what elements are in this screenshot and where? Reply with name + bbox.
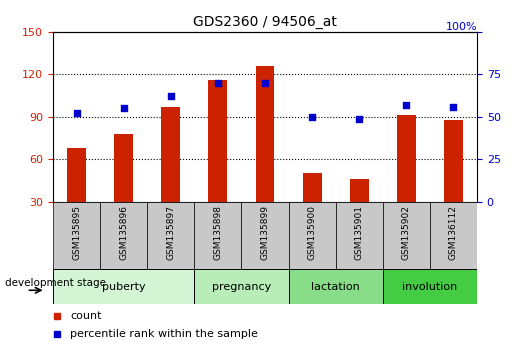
Point	[119, 105, 128, 111]
Point	[402, 102, 411, 108]
Text: GSM135901: GSM135901	[355, 205, 364, 260]
Bar	[67, 148, 86, 202]
Text: pregnancy: pregnancy	[212, 282, 271, 292]
Text: GSM135900: GSM135900	[307, 205, 316, 260]
Text: GSM136112: GSM136112	[449, 205, 458, 260]
Bar	[383, 269, 477, 304]
Text: percentile rank within the sample: percentile rank within the sample	[70, 329, 258, 339]
Text: GSM135896: GSM135896	[119, 205, 128, 260]
Bar	[53, 269, 195, 304]
Bar	[397, 115, 416, 202]
Bar	[288, 202, 335, 269]
Bar	[335, 202, 383, 269]
Bar	[383, 202, 430, 269]
Point	[261, 80, 269, 86]
Bar	[195, 269, 288, 304]
Bar	[288, 269, 383, 304]
Bar	[195, 202, 242, 269]
Bar	[53, 202, 100, 269]
Text: GSM135898: GSM135898	[214, 205, 223, 260]
Bar	[350, 179, 369, 202]
Text: puberty: puberty	[102, 282, 145, 292]
Text: GSM135899: GSM135899	[261, 205, 269, 260]
Bar	[303, 173, 322, 202]
Text: GSM135897: GSM135897	[166, 205, 175, 260]
Text: involution: involution	[402, 282, 457, 292]
Text: lactation: lactation	[311, 282, 360, 292]
Bar	[100, 202, 147, 269]
Bar	[208, 80, 227, 202]
Bar	[114, 134, 133, 202]
Bar	[161, 107, 180, 202]
Bar	[444, 120, 463, 202]
Point	[214, 80, 222, 86]
Point	[166, 93, 175, 99]
Text: development stage: development stage	[5, 278, 107, 288]
Point	[72, 110, 81, 116]
Point	[308, 114, 316, 120]
Text: GSM135902: GSM135902	[402, 205, 411, 260]
Point	[355, 116, 364, 121]
Point	[449, 104, 458, 109]
Text: GSM135895: GSM135895	[72, 205, 81, 260]
Bar	[147, 202, 195, 269]
Bar	[242, 202, 288, 269]
Bar	[255, 66, 275, 202]
Text: 100%: 100%	[445, 22, 477, 32]
Text: count: count	[70, 311, 101, 321]
Title: GDS2360 / 94506_at: GDS2360 / 94506_at	[193, 16, 337, 29]
Bar	[430, 202, 477, 269]
